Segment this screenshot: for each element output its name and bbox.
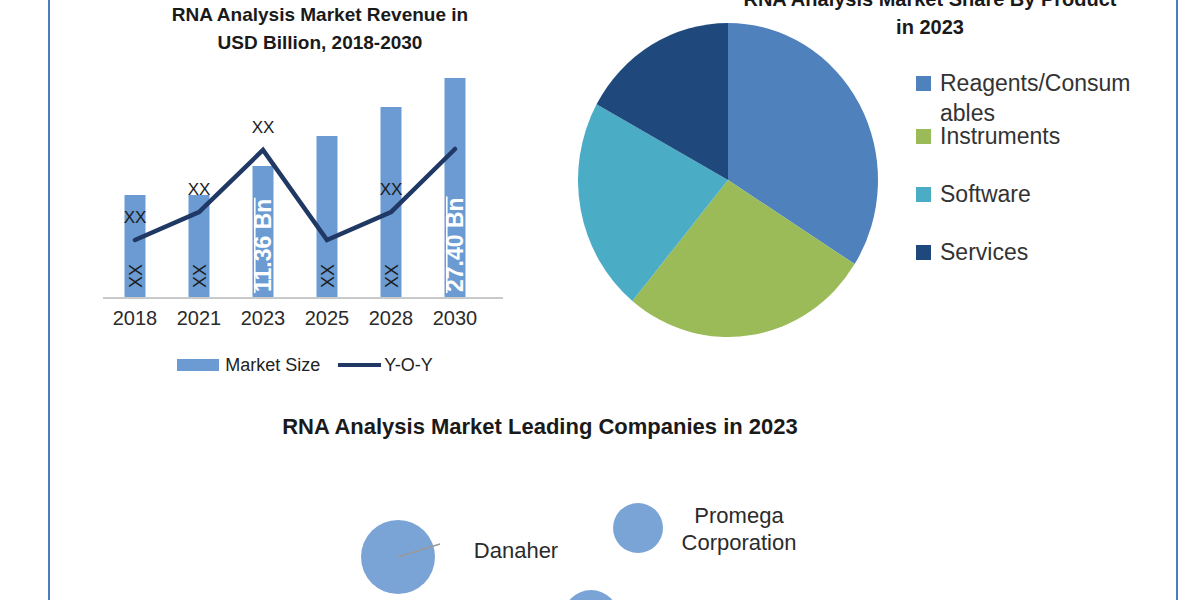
pie-legend-item-services: Services xyxy=(916,237,1028,267)
bar-value-label-2025: XX xyxy=(318,264,338,288)
bar-value-label-2028: XX xyxy=(382,264,402,288)
bar-value-label-2023: 11.36 Bn xyxy=(250,199,276,292)
pie-legend-label-0: Reagents/Consumables xyxy=(940,68,1131,128)
legend-label-yoy: Y-O-Y xyxy=(384,355,432,376)
x-axis-label-2028: 2028 xyxy=(369,307,414,329)
bubble-label-danaher: Danaher xyxy=(406,537,626,564)
legend-item-yoy: Y-O-Y xyxy=(338,355,432,376)
legend-item-market-size: Market Size xyxy=(177,355,320,376)
pie-legend-item-reagents-consumables: Reagents/Consumables xyxy=(916,68,1131,128)
bar-value-label-2018: XX xyxy=(126,264,146,288)
line-point-label-2023: XX xyxy=(252,118,275,137)
revenue-chart-legend: Market Size Y-O-Y xyxy=(75,353,535,377)
market-size-swatch xyxy=(177,359,219,371)
pie-legend-item-software: Software xyxy=(916,179,1031,209)
bar-value-label-2030: 27.40 Bn xyxy=(442,197,468,292)
yoy-line-swatch xyxy=(338,363,381,367)
x-axis-label-2025: 2025 xyxy=(305,307,350,329)
line-point-label-2018: XX xyxy=(124,208,147,227)
x-axis-label-2023: 2023 xyxy=(241,307,286,329)
pie-legend-item-instruments: Instruments xyxy=(916,121,1060,151)
pie-legend-swatch-1 xyxy=(916,129,931,144)
pie-chart-legend: Reagents/ConsumablesInstruments Software S… xyxy=(916,0,1176,600)
bubble-label-promega-corporation: PromegaCorporation xyxy=(629,502,849,556)
x-axis-label-2021: 2021 xyxy=(177,307,222,329)
line-point-label-2028: XX xyxy=(380,180,403,199)
pie-legend-label-2: Software xyxy=(940,179,1031,209)
pie-legend-label-1: Instruments xyxy=(940,121,1060,151)
pie-legend-swatch-0 xyxy=(916,76,931,91)
yoy-line xyxy=(135,149,455,240)
x-axis-label-2030: 2030 xyxy=(433,307,478,329)
x-axis-label-2018: 2018 xyxy=(113,307,158,329)
company-bubble-partial xyxy=(563,590,619,600)
line-point-label-2021: XX xyxy=(188,180,211,199)
pie-legend-label-3: Services xyxy=(940,237,1028,267)
bar-value-label-2021: XX xyxy=(190,264,210,288)
legend-label-market-size: Market Size xyxy=(225,355,320,376)
pie-legend-swatch-2 xyxy=(916,187,931,202)
pie-legend-swatch-3 xyxy=(916,245,931,260)
